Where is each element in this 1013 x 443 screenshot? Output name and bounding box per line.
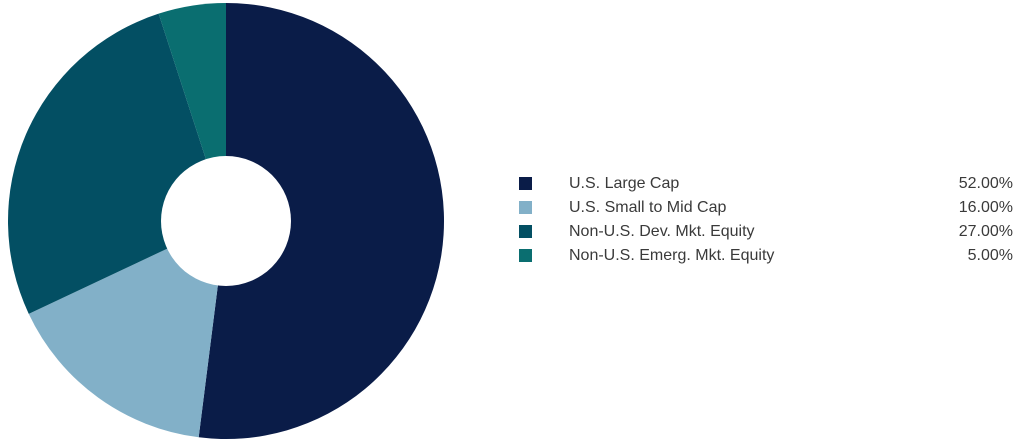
legend-value: 27.00%	[959, 222, 1013, 242]
legend-swatch	[519, 201, 532, 214]
legend-label: Non-U.S. Emerg. Mkt. Equity	[569, 246, 774, 266]
legend-swatch	[519, 225, 532, 238]
legend-label: Non-U.S. Dev. Mkt. Equity	[569, 222, 755, 242]
legend-label: U.S. Large Cap	[569, 174, 679, 194]
donut-hole	[161, 156, 291, 286]
chart-legend: U.S. Large Cap 52.00% U.S. Small to Mid …	[519, 174, 1013, 270]
legend-value: 52.00%	[959, 174, 1013, 194]
legend-value: 5.00%	[968, 246, 1013, 266]
legend-item-non-us-dev-mkt-equity: Non-U.S. Dev. Mkt. Equity 27.00%	[519, 222, 1013, 246]
legend-value: 16.00%	[959, 198, 1013, 218]
legend-item-us-large-cap: U.S. Large Cap 52.00%	[519, 174, 1013, 198]
legend-swatch	[519, 249, 532, 262]
legend-swatch	[519, 177, 532, 190]
legend-item-non-us-emerg-mkt-equity: Non-U.S. Emerg. Mkt. Equity 5.00%	[519, 246, 1013, 270]
legend-item-us-small-mid-cap: U.S. Small to Mid Cap 16.00%	[519, 198, 1013, 222]
legend-label: U.S. Small to Mid Cap	[569, 198, 726, 218]
